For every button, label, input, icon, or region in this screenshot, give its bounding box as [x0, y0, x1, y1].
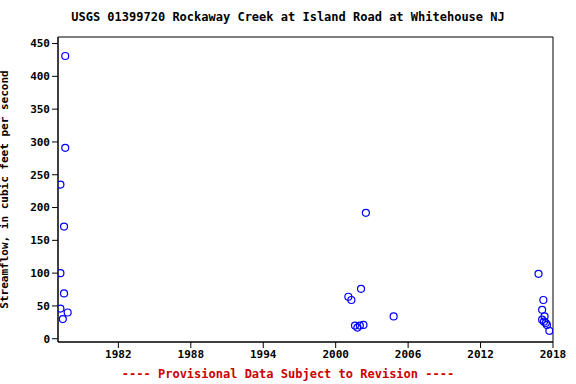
svg-text:400: 400: [30, 70, 50, 83]
svg-text:250: 250: [30, 169, 50, 182]
svg-text:2018: 2018: [540, 348, 567, 361]
svg-text:2006: 2006: [395, 348, 422, 361]
svg-text:150: 150: [30, 234, 50, 247]
svg-text:0: 0: [43, 333, 50, 346]
svg-text:1988: 1988: [178, 348, 205, 361]
svg-text:200: 200: [30, 201, 50, 214]
svg-text:1982: 1982: [105, 348, 132, 361]
svg-text:300: 300: [30, 136, 50, 149]
svg-text:Streamflow, in cubic feet per: Streamflow, in cubic feet per second: [8, 70, 11, 308]
html-text:USGS 01399720 Rockaway Creek a: USGS 01399720 Rockaway Creek at Island R…: [71, 10, 505, 24]
svg-text:2012: 2012: [467, 348, 494, 361]
svg-text:1994: 1994: [250, 348, 277, 361]
svg-text:100: 100: [30, 267, 50, 280]
html-text:---- Provisional Data Subject: ---- Provisional Data Subject to Revisio…: [121, 367, 455, 381]
svg-text:350: 350: [30, 103, 50, 116]
svg-text:2000: 2000: [322, 348, 349, 361]
svg-text:50: 50: [37, 300, 50, 313]
svg-text:450: 450: [30, 37, 50, 50]
